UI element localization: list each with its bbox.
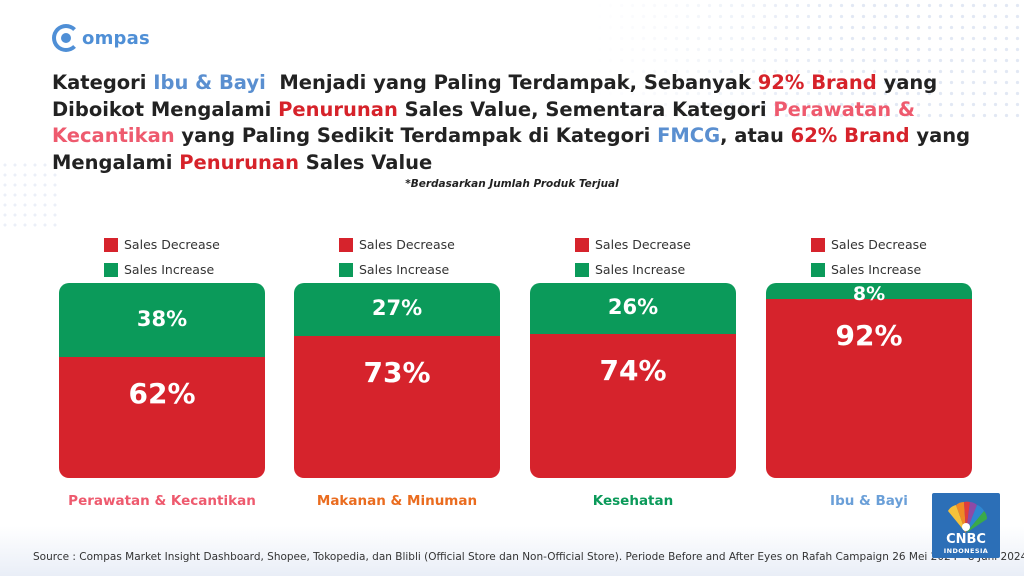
headline-part: yang Mengalami xyxy=(52,124,977,174)
data-label-increase: 27% xyxy=(371,296,423,321)
chart-panel: Sales Decrease Sales Increase 26% 74% Keseha… xyxy=(530,232,736,509)
legend-item: Sales Increase xyxy=(575,257,736,282)
compas-logo-icon xyxy=(52,24,80,52)
headline-part: , atau xyxy=(720,124,791,147)
legend: Sales Decrease Sales Increase xyxy=(575,232,736,282)
bar-segment-decrease xyxy=(59,357,265,478)
legend: Sales Decrease Sales Increase xyxy=(811,232,972,282)
headline-part: yang Diboikot Mengalami xyxy=(52,71,944,121)
legend-item: Sales Decrease xyxy=(339,232,500,257)
bar-segment-decrease xyxy=(294,335,500,478)
headline-part: Ibu & Bayi xyxy=(153,71,266,94)
category-label: Perawatan & Kecantikan xyxy=(68,493,256,509)
legend-swatch xyxy=(811,262,825,277)
data-label-increase: 26% xyxy=(607,295,659,320)
legend-swatch xyxy=(339,237,353,252)
footer-band xyxy=(0,526,1024,576)
peacock-icon xyxy=(948,501,988,533)
headline-part: Kategori xyxy=(52,71,154,94)
bar-segment-increase xyxy=(766,283,972,299)
legend-label: Sales Increase xyxy=(595,262,686,277)
headline-part: Penurunan xyxy=(179,150,299,174)
data-label-decrease: 73% xyxy=(363,355,431,389)
legend-item: Sales Decrease xyxy=(811,232,972,257)
legend-label: Sales Increase xyxy=(124,262,215,277)
decorative-dot-pattern-left xyxy=(0,160,60,230)
headline-part: Perawatan & Kecantikan xyxy=(52,97,922,148)
footnote: *Berdasarkan Jumlah Produk Terjual xyxy=(405,178,619,190)
headline-part: Menjadi yang Paling Terdampak, Sebanyak xyxy=(265,71,758,94)
compas-logo: ompas xyxy=(52,24,150,52)
legend-swatch xyxy=(339,262,353,277)
decorative-dot-pattern xyxy=(594,0,1024,120)
data-label-decrease: 92% xyxy=(835,318,903,352)
legend-label: Sales Increase xyxy=(359,262,450,277)
legend-swatch xyxy=(575,237,589,252)
chart-panel: Sales Decrease Sales Increase 27% 73% Makana… xyxy=(294,232,500,509)
legend-label: Sales Decrease xyxy=(831,237,927,252)
legend-swatch xyxy=(104,237,118,252)
bar-segment-increase xyxy=(59,283,265,358)
headline-part: 62% Brand xyxy=(790,124,910,147)
headline-part: yang Paling Sedikit Terdampak di Kategor… xyxy=(174,124,658,147)
legend-label: Sales Decrease xyxy=(124,237,220,252)
cnbc-badge-sub: INDONESIA xyxy=(943,547,989,555)
legend-label: Sales Increase xyxy=(831,262,922,277)
bar-segment-decrease xyxy=(530,333,736,478)
legend-swatch xyxy=(811,237,825,252)
headline-part: Penurunan xyxy=(278,97,398,121)
stacked-bar: 27% 73% xyxy=(294,283,500,478)
bar-segment-increase xyxy=(294,283,500,336)
headline: Kategori Ibu & Bayi Menjadi yang Paling … xyxy=(52,70,1002,176)
headline-part: FMCG xyxy=(657,124,721,147)
legend-item: Sales Increase xyxy=(104,257,265,282)
bar-segment-increase xyxy=(530,283,736,334)
stacked-bar: 26% 74% xyxy=(530,283,736,478)
legend-label: Sales Decrease xyxy=(595,237,691,252)
chart-panel: Sales Decrease Sales Increase 38% 62% Perawa… xyxy=(59,232,265,509)
bar-segment-decrease xyxy=(766,298,972,478)
category-label: Kesehatan xyxy=(592,493,674,509)
chart-panel: Sales Decrease Sales Increase 8% 92% Ibu & B… xyxy=(766,232,972,509)
headline-part: 92% Brand xyxy=(757,71,877,94)
legend: Sales Decrease Sales Increase xyxy=(104,232,265,282)
legend-swatch xyxy=(104,262,118,277)
data-label-decrease: 62% xyxy=(128,377,196,411)
legend-item: Sales Decrease xyxy=(575,232,736,257)
legend-item: Sales Increase xyxy=(339,257,500,282)
data-label-increase: 8% xyxy=(852,283,886,305)
data-label-decrease: 74% xyxy=(599,353,667,387)
cnbc-indonesia-badge: CNBC INDONESIA xyxy=(932,493,1000,558)
category-label: Ibu & Bayi xyxy=(830,493,908,509)
cnbc-badge-name: CNBC xyxy=(946,532,986,547)
legend: Sales Decrease Sales Increase xyxy=(339,232,500,282)
headline-part: Sales Value xyxy=(298,150,433,174)
source-text: Source : Compas Market Insight Dashboard… xyxy=(33,551,1024,563)
category-label: Makanan & Minuman xyxy=(316,493,478,509)
legend-item: Sales Increase xyxy=(811,257,972,282)
legend-label: Sales Decrease xyxy=(359,237,455,252)
data-label-increase: 38% xyxy=(136,307,188,332)
compas-logo-text: ompas xyxy=(82,27,150,49)
legend-swatch xyxy=(575,262,589,277)
stacked-bar: 8% 92% xyxy=(766,283,972,478)
stacked-bar: 38% 62% xyxy=(59,283,265,478)
legend-item: Sales Decrease xyxy=(104,232,265,257)
headline-part: Sales Value, Sementara Kategori xyxy=(397,97,774,121)
